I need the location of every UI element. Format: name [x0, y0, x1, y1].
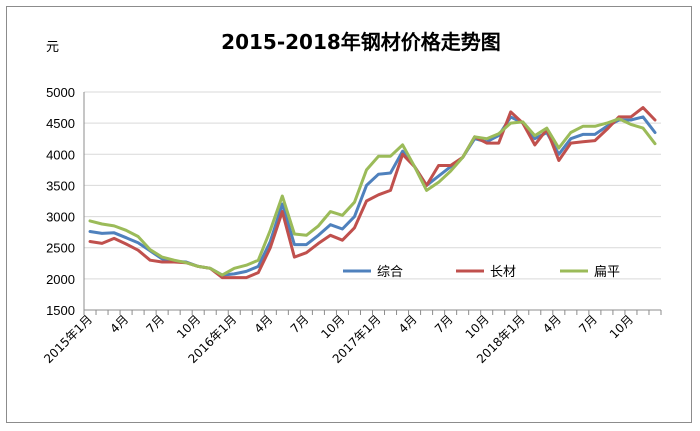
y-tick-label: 3500 [46, 178, 75, 193]
y-tick-label: 5000 [46, 85, 75, 100]
legend: 综合 长材 扁平 [343, 265, 620, 280]
x-tick-label: 4月 [107, 312, 131, 336]
data-series [88, 106, 657, 280]
x-tick-label: 7月 [576, 312, 600, 336]
y-gridlines [84, 91, 661, 280]
x-tick-label: 2015年1月 [41, 312, 95, 366]
chart-title: 2015-2018年钢材价格走势图 [221, 30, 501, 54]
y-tick-label: 4500 [46, 116, 75, 131]
y-tick-label: 3000 [46, 210, 75, 225]
chart-frame: 2015-2018年钢材价格走势图 元 5000 4500 4000 3500 3000… [6, 6, 692, 423]
legend-label-3: 扁平 [594, 265, 620, 280]
y-tick-label: 1500 [46, 303, 75, 318]
x-tick-label: 4月 [396, 312, 420, 336]
series-line-3 [88, 117, 657, 277]
y-tick-labels: 5000 4500 4000 3500 3000 2500 2000 1500 [46, 85, 75, 318]
legend-label-1: 综合 [377, 265, 403, 280]
y-tick-label: 2000 [46, 272, 75, 287]
series-line-1 [88, 115, 657, 277]
x-tick-label: 10月 [318, 312, 347, 341]
x-tick-label: 7月 [432, 312, 456, 336]
x-tick-label: 7月 [288, 312, 312, 336]
y-tick-label: 4000 [46, 147, 75, 162]
y-tick-label: 2500 [46, 241, 75, 256]
axes [83, 92, 662, 315]
x-tick-label: 10月 [607, 312, 636, 341]
x-tick-label: 10月 [463, 312, 492, 341]
steel-price-line-chart: 2015-2018年钢材价格走势图 元 5000 4500 4000 3500 3000… [41, 30, 662, 366]
x-tick-label: 4月 [252, 312, 276, 336]
x-tick-label: 4月 [540, 312, 564, 336]
y-axis-unit-label: 元 [46, 40, 59, 55]
legend-label-2: 长材 [490, 265, 516, 280]
x-tick-label: 7月 [143, 312, 167, 336]
x-tick-label: 10月 [174, 312, 203, 341]
